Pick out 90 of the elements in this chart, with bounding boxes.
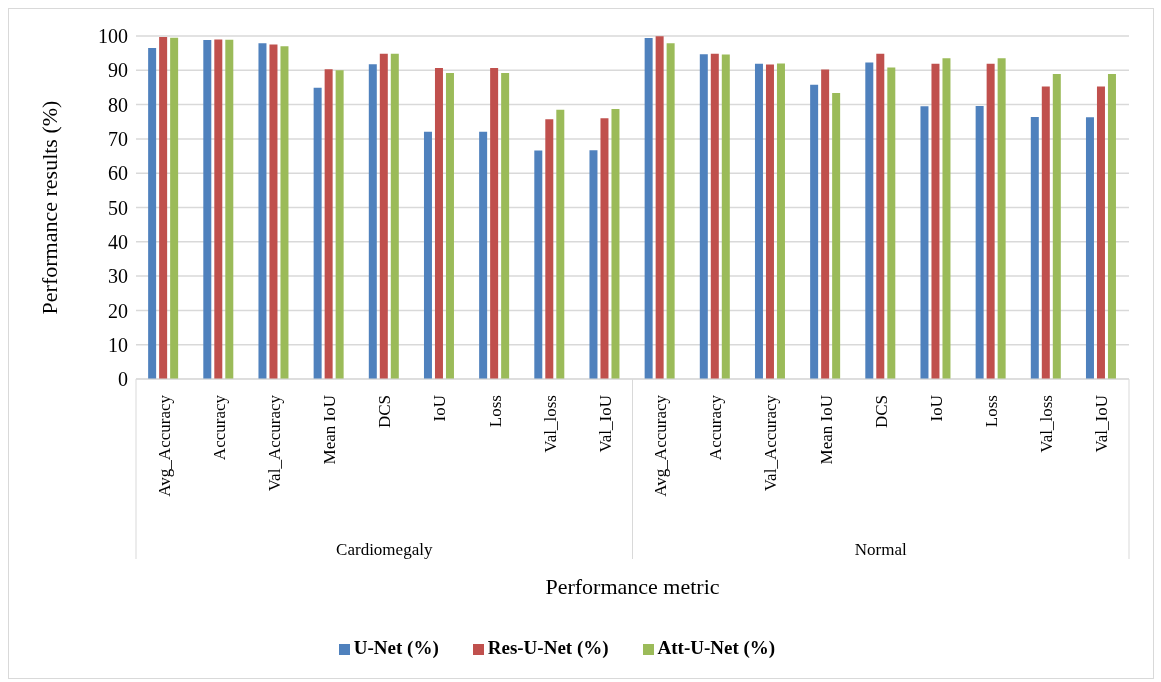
- legend-label: Att-U-Net (%): [657, 637, 776, 658]
- bar: [611, 109, 620, 379]
- legend-label: U-Net (%): [353, 637, 439, 658]
- bar: [931, 63, 940, 379]
- bar: [445, 73, 454, 379]
- bar: [710, 53, 719, 379]
- bar: [214, 39, 223, 379]
- y-tick-label: 30: [108, 265, 128, 288]
- bar: [1085, 117, 1094, 379]
- x-tick-label: Avg_Accuracy: [154, 394, 174, 497]
- bar: [280, 46, 289, 379]
- y-tick-label: 90: [108, 59, 128, 82]
- x-tick-label: Val_IoU: [1092, 395, 1112, 453]
- bar: [390, 53, 399, 379]
- bar: [148, 48, 157, 379]
- text: Cardiomegaly: [336, 540, 433, 559]
- bar: [810, 84, 819, 379]
- bar: [655, 36, 664, 379]
- bar: [501, 73, 510, 379]
- x-tick-label: Val_loss: [1037, 395, 1057, 453]
- x-tick-label: Accuracy: [209, 394, 229, 461]
- bar: [1107, 74, 1116, 379]
- bar: [490, 67, 499, 379]
- bar: [865, 62, 874, 379]
- x-tick-label: Val_IoU: [595, 395, 615, 453]
- x-tick-label: IoU: [926, 395, 946, 422]
- bar: [975, 105, 984, 379]
- x-tick-label: IoU: [430, 395, 450, 422]
- bar: [556, 109, 565, 379]
- bar: [589, 150, 598, 379]
- bar: [821, 69, 830, 379]
- bar: [600, 118, 609, 379]
- bar: [313, 87, 322, 379]
- x-tick-label: Accuracy: [706, 394, 726, 461]
- bar: [666, 43, 675, 379]
- text: Normal: [854, 540, 907, 559]
- bar: [368, 64, 377, 379]
- bar: [1030, 116, 1039, 379]
- bar: [986, 63, 995, 379]
- bar: [997, 58, 1006, 379]
- bar: [942, 58, 951, 379]
- bar: [258, 43, 267, 379]
- y-tick-label: 70: [108, 128, 128, 150]
- bar: [1052, 74, 1061, 379]
- bar: [721, 54, 730, 379]
- x-tick-label: Loss: [485, 395, 505, 428]
- y-tick-label: 20: [108, 299, 128, 322]
- bar: [887, 67, 896, 379]
- bar: [159, 37, 168, 379]
- bar: [335, 70, 344, 379]
- bar: [920, 106, 929, 379]
- bar: [423, 131, 432, 379]
- bar: [324, 69, 333, 379]
- y-tick-label: 40: [108, 230, 128, 253]
- bar: [545, 119, 554, 379]
- bar: [776, 63, 785, 379]
- bar: [379, 53, 388, 379]
- bar: [754, 63, 763, 379]
- x-tick-label: Loss: [982, 395, 1002, 428]
- x-tick-label: DCS: [375, 395, 395, 429]
- x-tick-label: DCS: [871, 395, 891, 429]
- bar: [225, 39, 234, 379]
- bar: [269, 44, 278, 379]
- x-tick-label: Mean IoU: [816, 395, 836, 465]
- bar: [434, 67, 443, 379]
- legend-label: Res-U-Net (%): [487, 637, 609, 658]
- y-tick-label: 100: [98, 25, 128, 48]
- y-tick-label: 80: [108, 93, 128, 116]
- bar: [876, 53, 885, 379]
- bar: [479, 131, 488, 379]
- bar: [1096, 86, 1105, 379]
- bar: [203, 40, 212, 379]
- x-tick-label: Mean IoU: [320, 395, 340, 465]
- y-tick-label: 50: [108, 196, 128, 219]
- y-tick-label: 0: [118, 368, 128, 391]
- bar: [1041, 86, 1050, 379]
- bar: [644, 38, 653, 379]
- x-tick-label: Val_Accuracy: [761, 394, 781, 492]
- bar: [765, 64, 774, 379]
- bar: [832, 92, 841, 379]
- bar: [170, 37, 179, 379]
- y-axis-title: Performance results (%): [36, 100, 62, 315]
- x-tick-label: Val_Accuracy: [264, 394, 284, 492]
- bar: [699, 54, 708, 379]
- x-tick-label: Avg_Accuracy: [651, 394, 671, 497]
- x-tick-label: Val_loss: [540, 395, 560, 453]
- y-tick-label: 10: [108, 333, 128, 356]
- bar: [534, 150, 543, 379]
- x-axis-title: Performance metric: [545, 574, 720, 599]
- y-tick-label: 60: [108, 162, 128, 185]
